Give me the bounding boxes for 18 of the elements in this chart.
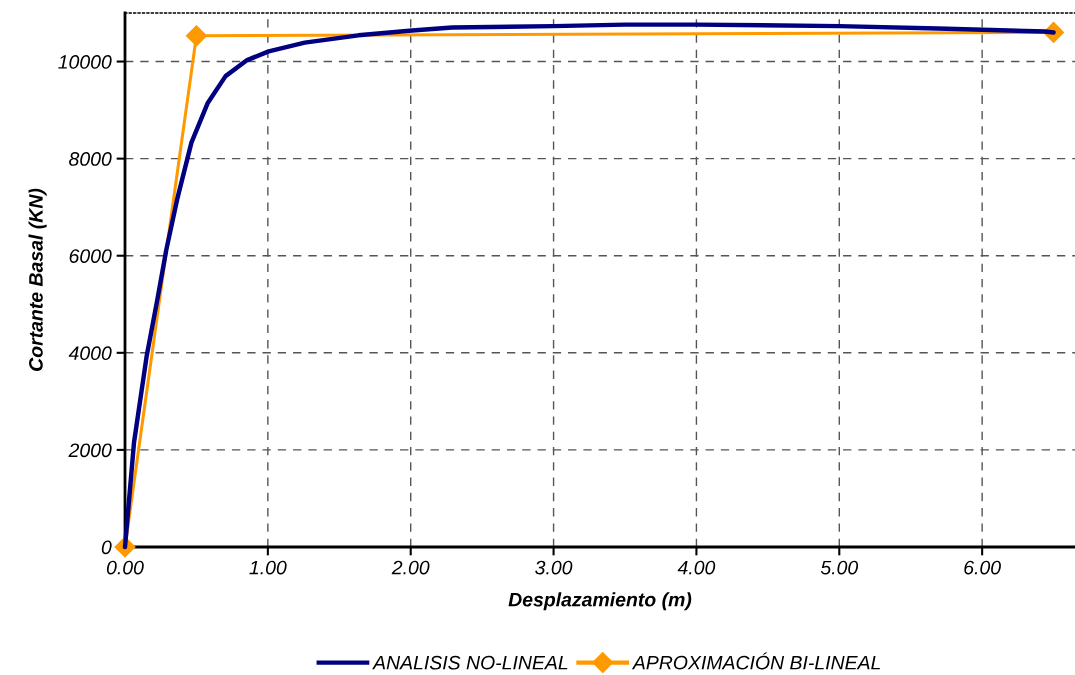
y-tick-label: 2000 bbox=[68, 443, 112, 458]
legend-label: ANALISIS NO-LINEAL bbox=[372, 655, 568, 670]
y-tick-label: 0 bbox=[101, 540, 112, 555]
x-tick-label: 5.00 bbox=[820, 560, 859, 575]
x-tick-label: 6.00 bbox=[964, 560, 1001, 575]
legend-label: APROXIMACIÓN BI-LINEAL bbox=[631, 652, 880, 670]
y-axis-title: Cortante Basal (KN) bbox=[28, 188, 47, 371]
y-tick-label: 10000 bbox=[58, 55, 112, 69]
point bbox=[185, 25, 207, 47]
x-tick-label: 0.00 bbox=[106, 560, 144, 575]
x-tick-label: 4.00 bbox=[677, 560, 716, 575]
x-tick-label: 3.00 bbox=[535, 560, 573, 575]
x-axis-title: Desplazamiento (m) bbox=[508, 592, 692, 611]
y-tick-label: 6000 bbox=[69, 249, 112, 263]
y-tick-label: 8000 bbox=[69, 152, 112, 166]
y-tick-label: 4000 bbox=[68, 346, 112, 361]
x-tick-label: 1.00 bbox=[249, 560, 287, 575]
x-tick-label: 2.00 bbox=[391, 560, 430, 575]
